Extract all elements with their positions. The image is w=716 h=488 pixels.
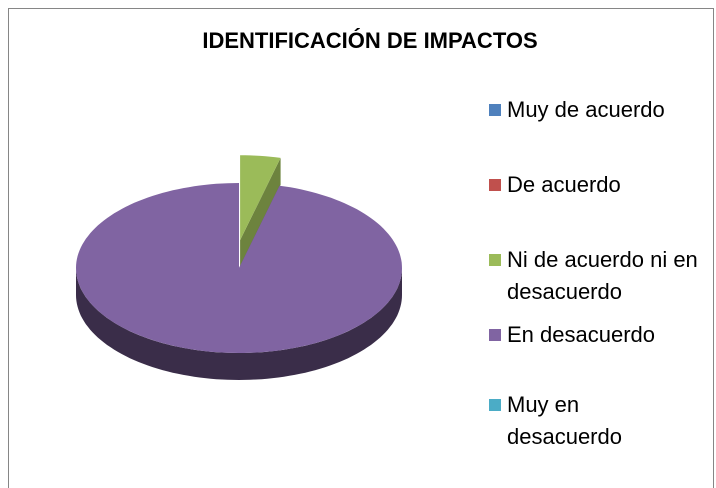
legend-label: Ni de acuerdo ni en desacuerdo — [507, 247, 698, 304]
legend-item: Muy de acuerdo — [489, 94, 709, 126]
slice-side — [240, 157, 281, 268]
legend-label: Muy en desacuerdo — [507, 392, 622, 449]
legend-item: En desacuerdo — [489, 319, 709, 351]
legend-swatch — [489, 254, 501, 266]
slice — [76, 183, 402, 353]
legend-label: De acuerdo — [507, 172, 621, 197]
slice-side — [76, 268, 402, 380]
legend-swatch — [489, 399, 501, 411]
chart-title: IDENTIFICACIÓN DE IMPACTOS — [202, 28, 538, 53]
legend-label: En desacuerdo — [507, 322, 655, 347]
legend-swatch — [489, 104, 501, 116]
legend-swatch — [489, 179, 501, 191]
legend-item: Muy en desacuerdo — [489, 389, 709, 453]
legend-label: Muy de acuerdo — [507, 97, 665, 122]
legend-item: Ni de acuerdo ni en desacuerdo — [489, 244, 709, 308]
legend-swatch — [489, 329, 501, 341]
legend-item: De acuerdo — [489, 169, 709, 201]
slice — [240, 155, 281, 241]
